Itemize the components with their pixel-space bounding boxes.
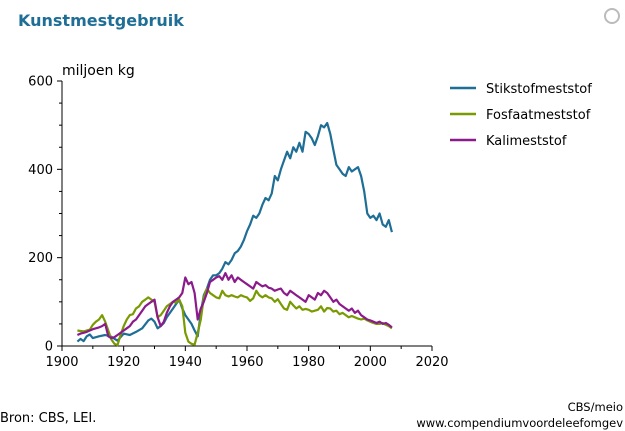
x-tick-label: 1960 — [230, 355, 263, 370]
corner-circle-icon — [604, 8, 620, 24]
x-tick-label: 1940 — [169, 355, 202, 370]
legend-label-stikstof: Stikstofmeststof — [486, 82, 592, 97]
y-tick-label: 400 — [28, 163, 53, 178]
legend: Stikstofmeststof Fosfaatmeststof Kalimests… — [450, 82, 592, 149]
series-line-fosfaat — [77, 287, 393, 347]
credit-line-1: CBS/meio — [567, 400, 623, 414]
x-tick-label: 1920 — [107, 355, 140, 370]
legend-label-kali: Kalimeststof — [486, 134, 567, 149]
x-tick-label: 1900 — [45, 355, 78, 370]
credit: CBS/meio www.compendiumvoordeleefomgev — [416, 399, 623, 431]
y-axis-label: miljoen kg — [62, 63, 135, 79]
x-tick-label: 1980 — [292, 355, 325, 370]
credit-line-2: www.compendiumvoordeleefomgev — [416, 416, 623, 430]
source-text: Bron: CBS, LEI. — [0, 411, 97, 426]
legend-label-fosfaat: Fosfaatmeststof — [486, 108, 591, 123]
chart-title: Kunstmestgebruik — [18, 11, 184, 30]
series-lines — [76, 121, 393, 347]
x-tick-label: 2000 — [354, 355, 387, 370]
x-tick-label: 2020 — [415, 355, 448, 370]
series-line-kali — [76, 272, 393, 340]
y-tick-label: 600 — [28, 75, 53, 90]
axes: 0 200 400 600 1900 1920 1940 1960 1980 2000 2020 — [28, 75, 448, 371]
series-line-stikstof — [76, 121, 393, 343]
y-tick-label: 200 — [28, 251, 53, 266]
y-tick-label: 0 — [45, 340, 53, 355]
